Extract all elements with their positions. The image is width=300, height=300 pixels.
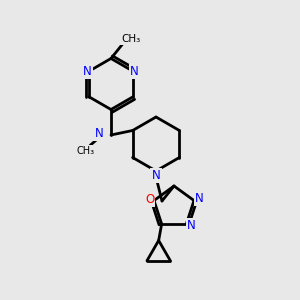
Text: N: N [195,192,204,205]
Text: N: N [130,65,139,78]
Text: N: N [152,169,160,182]
Text: CH₃: CH₃ [76,146,94,156]
Text: CH₃: CH₃ [121,34,140,44]
Text: N: N [83,65,92,78]
Text: N: N [94,127,103,140]
Text: O: O [145,193,154,206]
Text: N: N [188,219,196,232]
